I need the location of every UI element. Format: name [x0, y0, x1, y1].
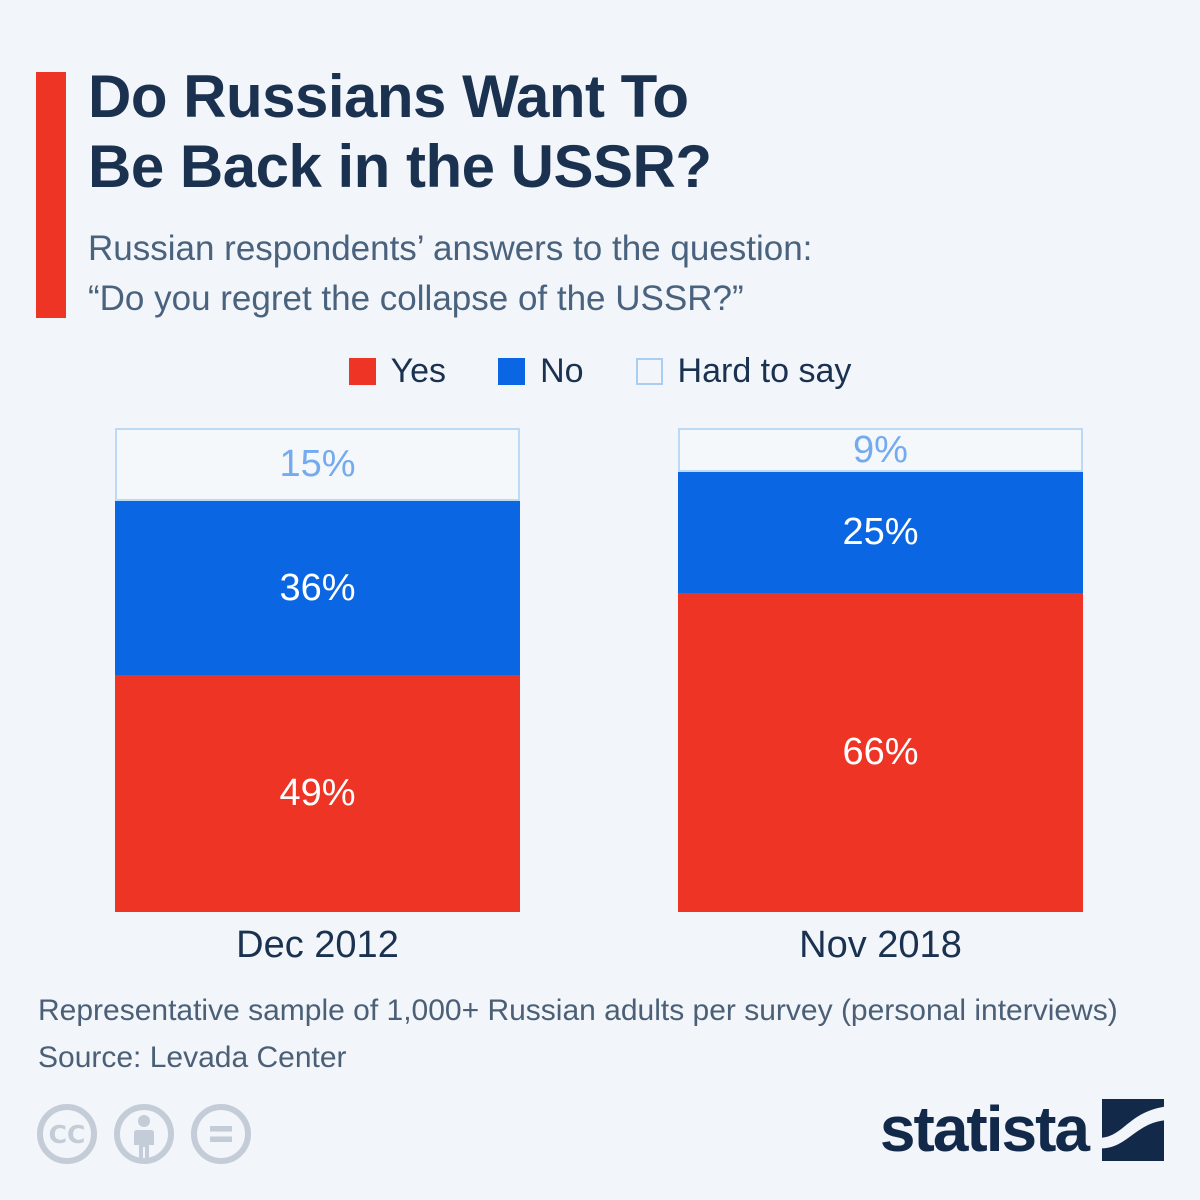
bar-value-label: 9% — [853, 428, 908, 471]
x-axis-label-nov-2018: Nov 2018 — [799, 924, 962, 966]
subtitle-line-1: Russian respondents’ answers to the ques… — [88, 229, 813, 269]
legend-item-no: No — [498, 352, 584, 391]
legend-item-hard-to-say: Hard to say — [635, 352, 852, 391]
header: Do Russians Want To Be Back in the USSR?… — [88, 62, 1168, 324]
bar-value-label: 36% — [279, 566, 356, 609]
bar-segment-hard-to-say: 9% — [678, 428, 1083, 472]
attribution-person-icon — [112, 1102, 176, 1166]
legend-label: No — [540, 352, 584, 390]
bar-value-label: 66% — [842, 731, 919, 774]
blue-square-swatch-icon — [498, 358, 526, 385]
svg-text:CC: CC — [49, 1120, 86, 1149]
page-title-line-2: Be Back in the USSR? — [88, 133, 712, 201]
legend-label: Yes — [390, 352, 447, 390]
creative-commons-icon: CC — [35, 1102, 99, 1166]
no-derivatives-equals-icon — [189, 1102, 253, 1166]
source-note: Source: Levada Center — [38, 1040, 347, 1074]
statista-logo-mark-icon — [1102, 1098, 1164, 1166]
bar-value-label: 49% — [279, 772, 356, 815]
bar-value-label: 25% — [842, 511, 919, 554]
bar-segment-no: 25% — [678, 471, 1083, 593]
bar-segment-hard-to-say: 15% — [115, 428, 520, 501]
x-axis-label-dec-2012: Dec 2012 — [236, 924, 399, 966]
title-accent-bar — [36, 72, 66, 318]
legend-label: Hard to say — [677, 352, 852, 390]
statista-wordmark: statista — [879, 1093, 1090, 1165]
outlined-square-swatch-icon — [635, 358, 663, 385]
chart-legend: Yes No Hard to say — [0, 352, 1200, 391]
red-square-swatch-icon — [348, 358, 376, 385]
bar-segment-yes: 66% — [678, 592, 1083, 912]
bar-segment-yes: 49% — [115, 674, 520, 912]
page-title-line-1: Do Russians Want To — [88, 63, 689, 130]
statista-logo[interactable]: statista — [879, 1093, 1164, 1166]
stacked-bar-dec-2012: 15% 36% 49% — [115, 428, 520, 912]
subtitle-line-2: “Do you regret the collapse of the USSR?… — [88, 279, 744, 319]
subtitle: Russian respondents’ answers to the ques… — [88, 224, 1168, 323]
stacked-bar-nov-2018: 9% 25% 66% — [678, 428, 1083, 912]
bar-segment-no: 36% — [115, 500, 520, 675]
bar-value-label: 15% — [279, 443, 356, 486]
sample-note: Representative sample of 1,000+ Russian … — [38, 994, 1118, 1027]
cc-license-badge[interactable]: CC — [35, 1102, 253, 1166]
legend-item-yes: Yes — [348, 352, 447, 391]
footnote: Representative sample of 1,000+ Russian … — [38, 988, 1118, 1081]
